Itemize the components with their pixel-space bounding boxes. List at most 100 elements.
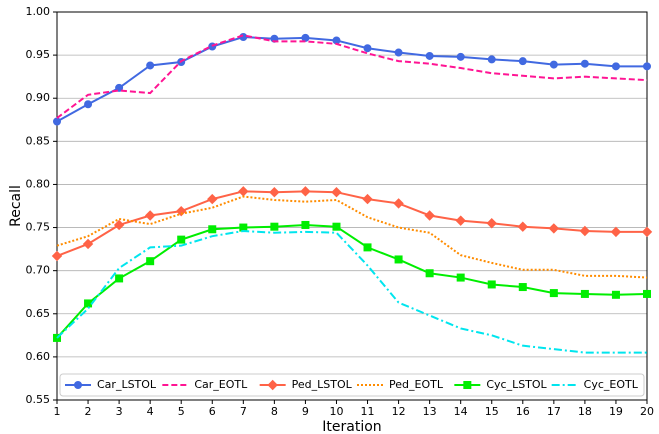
- x-tick-label: 14: [454, 405, 468, 418]
- marker: [486, 218, 497, 229]
- marker: [144, 210, 156, 221]
- x-tick-label: 5: [178, 405, 185, 418]
- y-tick-label: 0.55: [26, 393, 51, 406]
- series-line: [56, 190, 647, 257]
- marker: [331, 186, 342, 198]
- y-tick-label: 0.95: [26, 48, 51, 61]
- y-tick-label: 0.85: [26, 134, 51, 147]
- marker: [301, 220, 310, 229]
- marker: [487, 55, 496, 64]
- marker: [425, 269, 434, 278]
- marker: [115, 83, 124, 92]
- y-tick-label: 1.00: [26, 5, 51, 18]
- marker: [548, 223, 560, 234]
- y-tick-label: 0.75: [26, 221, 51, 234]
- marker: [238, 186, 249, 197]
- legend-label: Car_LSTOL: [97, 378, 157, 391]
- x-axis-label: Iteration: [322, 419, 381, 434]
- marker: [518, 57, 527, 66]
- marker: [611, 62, 620, 71]
- marker: [300, 186, 311, 197]
- series-line: [56, 35, 647, 123]
- y-tick-label: 0.90: [26, 91, 51, 104]
- marker: [487, 280, 496, 289]
- series-line: [56, 223, 648, 339]
- marker: [208, 225, 217, 234]
- plot-frame: [56, 11, 648, 401]
- y-tick-label: 0.60: [26, 350, 51, 363]
- series-line: [56, 34, 648, 119]
- marker: [641, 226, 653, 238]
- marker: [518, 283, 527, 292]
- x-tick-label: 16: [516, 405, 530, 418]
- marker: [270, 222, 279, 231]
- marker: [643, 289, 651, 298]
- legend-label: Ped_EOTL: [389, 378, 444, 391]
- x-tick-label: 20: [640, 405, 654, 418]
- x-tick-label: 11: [361, 405, 375, 418]
- marker: [463, 381, 472, 389]
- marker: [51, 250, 63, 262]
- marker: [549, 60, 558, 69]
- marker: [84, 100, 93, 109]
- marker: [363, 243, 372, 252]
- x-tick-label: 1: [54, 405, 61, 418]
- marker: [82, 238, 94, 250]
- marker: [146, 61, 155, 70]
- x-tick-label: 8: [271, 405, 278, 418]
- legend-box: [59, 373, 645, 397]
- marker: [517, 221, 528, 232]
- x-tick-label: 6: [209, 405, 216, 418]
- x-tick-label: 4: [147, 405, 154, 418]
- marker: [267, 379, 278, 391]
- legend-label: Cyc_EOTL: [584, 378, 639, 391]
- x-tick-label: 19: [609, 405, 623, 418]
- marker: [207, 193, 218, 205]
- y-tick-label: 0.65: [26, 307, 51, 320]
- y-axis-label: Recall: [8, 185, 24, 227]
- legend-label: Cyc_LSTOL: [486, 378, 547, 391]
- marker: [425, 51, 434, 60]
- x-tick-label: 15: [485, 405, 499, 418]
- marker: [455, 215, 466, 226]
- y-tick-label: 0.70: [26, 264, 51, 277]
- marker: [579, 225, 591, 237]
- x-tick-label: 10: [329, 405, 343, 418]
- series-line: [56, 229, 647, 354]
- x-tick-label: 9: [302, 405, 309, 418]
- marker: [456, 52, 465, 61]
- marker: [84, 299, 93, 308]
- marker: [610, 226, 622, 238]
- y-tick-label: 0.80: [26, 177, 51, 190]
- marker: [643, 62, 651, 71]
- legend: Car_LSTOL Car_EOTL Ped_LSTOL Ped_EOTL Cyc_LS…: [59, 373, 645, 397]
- x-tick-label: 12: [392, 405, 406, 418]
- series-line: [56, 195, 648, 279]
- marker: [424, 210, 435, 221]
- marker: [611, 290, 620, 299]
- legend-label: Car_EOTL: [194, 378, 248, 391]
- marker: [580, 289, 589, 298]
- marker: [393, 198, 404, 209]
- marker: [269, 186, 280, 198]
- x-tick-label: 7: [240, 405, 247, 418]
- marker: [53, 117, 61, 126]
- marker: [394, 255, 403, 264]
- x-tick-label: 13: [423, 405, 437, 418]
- x-tick-label: 18: [578, 405, 592, 418]
- marker: [394, 48, 403, 57]
- x-tick-label: 17: [547, 405, 561, 418]
- legend-label: Ped_LSTOL: [292, 378, 353, 391]
- marker: [74, 381, 82, 389]
- x-tick-label: 3: [116, 405, 123, 418]
- marker: [362, 193, 373, 205]
- marker: [456, 273, 465, 282]
- marker: [363, 44, 372, 53]
- marker: [113, 219, 125, 231]
- marker: [332, 222, 341, 231]
- marker: [115, 274, 124, 283]
- marker: [580, 59, 589, 68]
- marker: [146, 257, 155, 266]
- marker: [549, 289, 558, 298]
